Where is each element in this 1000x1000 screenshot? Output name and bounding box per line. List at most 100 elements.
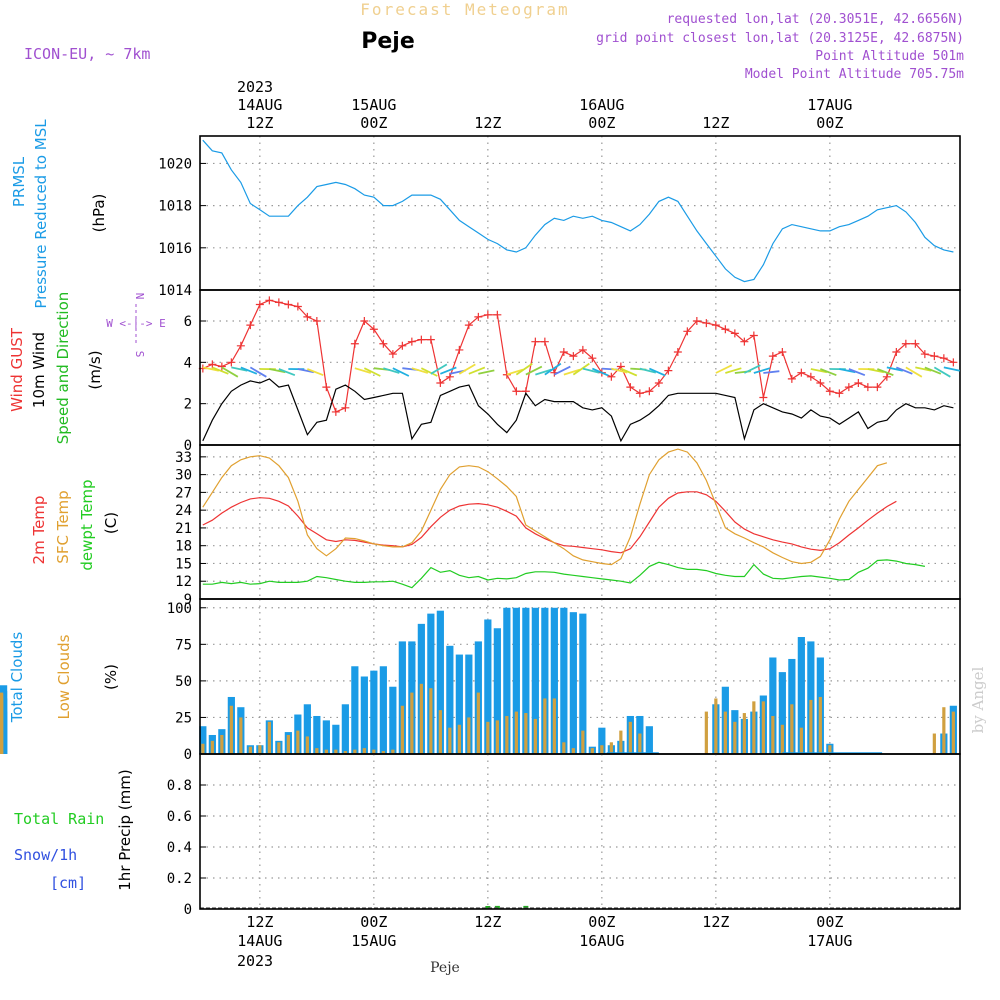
wind-dir-label: Speed and Direction <box>54 292 72 445</box>
gust-marker <box>379 339 388 348</box>
bottom-date-label: 15AUG <box>351 932 396 950</box>
gust-marker <box>312 317 321 325</box>
y-tick-label: 1020 <box>158 156 192 172</box>
year-bottom: 2023 <box>237 952 273 970</box>
total-cloud-bar <box>645 726 653 754</box>
gust-marker <box>227 358 236 367</box>
sfc-label: SFC Temp <box>54 490 72 563</box>
gust-marker <box>369 325 378 334</box>
low-cloud-bar <box>742 713 746 754</box>
low-cloud-bar <box>476 692 480 754</box>
low-cloud-bar <box>752 701 756 754</box>
low-cloud-bar <box>942 707 946 754</box>
low-cloud-bar <box>818 696 822 754</box>
wind-arrow <box>212 366 229 375</box>
series-line-2m-temp <box>202 491 897 554</box>
gust-marker <box>255 300 264 309</box>
low-cloud-bar <box>714 698 718 754</box>
low-cloud-bar <box>305 736 309 754</box>
wind-arrow <box>468 366 486 375</box>
wind-arrow <box>458 363 476 375</box>
prmsl-unit: (hPa) <box>90 194 108 233</box>
y-tick-label: 0.4 <box>167 840 192 856</box>
wind-arrow <box>639 367 657 374</box>
wind-arrow <box>563 368 581 376</box>
low-cloud-bar <box>0 694 4 754</box>
y-tick-label: 50 <box>175 674 192 690</box>
bottom-date-label: 16AUG <box>579 932 624 950</box>
gust-marker <box>274 298 283 307</box>
low-cloud-bar <box>951 711 955 754</box>
gust-marker <box>588 354 597 363</box>
wind-arrow <box>478 369 495 375</box>
chart-title: Forecast Meteogram <box>360 0 569 19</box>
gust-marker <box>825 387 834 396</box>
y-tick-label: 24 <box>175 503 192 519</box>
pressure-panel-labels: PRMSL Pressure Reduced to MSL (hPa) <box>10 119 108 309</box>
snow-unit: [cm] <box>50 874 86 892</box>
low-cloud-bar <box>372 749 376 754</box>
wind-unit: (m/s) <box>86 350 104 389</box>
low-cloud-bar <box>457 724 461 754</box>
gust-marker <box>265 296 274 305</box>
model-label: ICON-EU, ~ 7km <box>24 45 150 63</box>
wind-arrow <box>572 362 590 376</box>
y-tick-label: 21 <box>175 521 192 537</box>
low-cloud-bar <box>505 715 509 754</box>
total-cloud-bar <box>579 613 587 754</box>
total-cloud-bar <box>436 610 444 754</box>
low-cloud-bar <box>467 717 471 754</box>
low-cloud-bar <box>514 711 518 754</box>
gust-marker <box>721 325 730 334</box>
low-cloud-bar <box>448 727 452 754</box>
wind-arrow <box>515 362 533 376</box>
low-cloud-bar <box>799 727 803 754</box>
wind-label: 10m Wind <box>30 332 48 408</box>
total-cloud-bar <box>522 607 530 754</box>
low-clouds-label: Low Clouds <box>55 634 73 719</box>
gust-marker <box>863 383 872 392</box>
gust-marker <box>768 352 777 361</box>
gust-marker <box>930 352 939 361</box>
total-cloud-bar <box>769 657 777 754</box>
low-cloud-bar <box>410 692 414 754</box>
total-cloud-bar <box>389 686 397 754</box>
low-cloud-bar <box>571 748 575 754</box>
gust-marker <box>607 372 616 381</box>
y-tick-label: 0.8 <box>167 778 192 794</box>
gust-marker <box>531 337 540 346</box>
series-line-wind-gust <box>202 299 954 413</box>
total-cloud-bar <box>465 654 473 754</box>
series-line-prmsl <box>202 139 954 283</box>
gust-marker <box>322 383 331 392</box>
bottom-hour-label: 00Z <box>816 913 843 931</box>
total-cloud-bar <box>379 666 387 754</box>
series-line-sfc-temp <box>202 448 888 566</box>
snow-label: Snow/1h <box>14 846 77 864</box>
gust-marker <box>455 345 464 354</box>
wind-arrow <box>354 367 372 374</box>
low-cloud-bar <box>400 705 404 754</box>
low-cloud-bar <box>590 748 594 754</box>
gust-marker <box>949 358 958 367</box>
low-cloud-bar <box>780 724 784 754</box>
gust-marker <box>882 372 891 381</box>
low-cloud-bar <box>429 688 433 754</box>
gust-marker <box>540 337 549 346</box>
gust-marker <box>920 350 929 359</box>
gust-marker <box>502 370 511 379</box>
t2m-label: 2m Temp <box>30 496 48 565</box>
precip-panel-labels: Total Rain Snow/1h [cm] 1hr Precip (mm) <box>14 769 134 892</box>
series-line-10m-wind <box>202 378 954 443</box>
gust-marker <box>578 345 587 354</box>
low-cloud-bar <box>391 749 395 754</box>
low-cloud-bar <box>248 746 252 754</box>
gust-marker <box>873 383 882 392</box>
wind-arrow <box>269 368 286 374</box>
grid-point-coords: grid point closest lon,lat (20.3125E, 42… <box>596 31 964 46</box>
gust-marker <box>569 352 578 361</box>
bottom-hour-label: 00Z <box>588 913 615 931</box>
wind-arrow <box>933 366 951 378</box>
